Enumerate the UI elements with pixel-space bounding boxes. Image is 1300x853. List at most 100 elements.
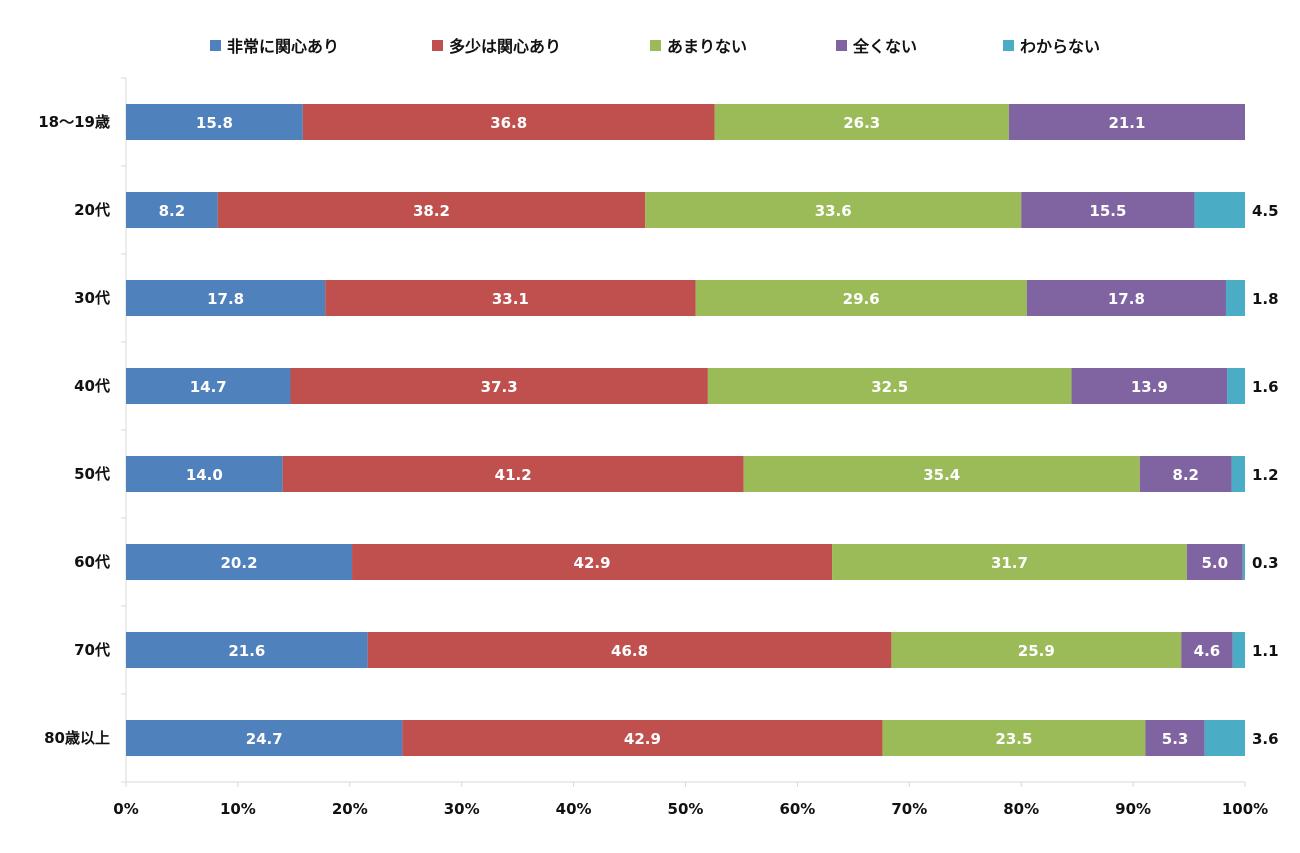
bar-segment — [1227, 368, 1245, 404]
bar-segment — [891, 632, 1182, 668]
legend-label-4: 全くない — [852, 37, 917, 56]
bar-segment — [126, 720, 403, 756]
data-label: 20.2 — [221, 554, 258, 572]
bar-segment — [126, 368, 291, 404]
legend-swatch-1 — [210, 40, 221, 51]
category-label: 30代 — [74, 289, 110, 307]
x-tick-label: 0% — [113, 800, 138, 818]
data-label: 23.5 — [995, 730, 1032, 748]
data-label: 37.3 — [481, 378, 518, 396]
data-label: 21.1 — [1108, 114, 1145, 132]
data-label: 1.8 — [1252, 290, 1279, 308]
bar-segment — [1204, 720, 1245, 756]
data-label: 1.2 — [1252, 466, 1279, 484]
bar-segment — [352, 544, 833, 580]
bar-segment — [1008, 104, 1245, 140]
data-label: 3.6 — [1252, 730, 1279, 748]
data-label: 29.6 — [843, 290, 880, 308]
data-label: 21.6 — [228, 642, 265, 660]
category-label: 18～19歳 — [38, 113, 110, 131]
bar-segment — [832, 544, 1187, 580]
data-label: 26.3 — [843, 114, 880, 132]
bar-segment — [126, 632, 368, 668]
data-label: 14.7 — [190, 378, 227, 396]
bar-segment — [1194, 192, 1245, 228]
bar-segment — [1225, 280, 1245, 316]
x-tick-label: 50% — [668, 800, 704, 818]
bar-segment — [1026, 280, 1226, 316]
data-label: 31.7 — [991, 554, 1028, 572]
bar-segment — [282, 456, 744, 492]
bar-segment — [402, 720, 883, 756]
category-label: 50代 — [74, 465, 110, 483]
category-label: 20代 — [74, 201, 110, 219]
bar-segment — [367, 632, 892, 668]
bar-segment — [645, 192, 1022, 228]
bar-segment — [1181, 632, 1233, 668]
bar-segment — [126, 280, 326, 316]
x-tick-label: 80% — [1003, 800, 1039, 818]
data-label: 35.4 — [923, 466, 960, 484]
bar-segment — [1186, 544, 1243, 580]
legend-label-2: 多少は関心あり — [449, 37, 561, 56]
data-label: 17.8 — [1108, 290, 1145, 308]
bar-segment — [325, 280, 696, 316]
bar-segment — [1232, 632, 1245, 668]
data-label: 33.1 — [492, 290, 529, 308]
axes: 0% 10% 20% 30% 40% 50% 60% 70% 80% 90% 100% — [113, 77, 1268, 818]
x-tick-label: 30% — [444, 800, 480, 818]
bars: 18～19歳 15.8 36.8 26.3 21.1 20代 8.2 38.2 33.6 15.5… — [38, 104, 1279, 756]
legend-swatch-4 — [836, 40, 847, 51]
data-label: 17.8 — [207, 290, 244, 308]
legend-label-5: わからない — [1020, 37, 1100, 56]
category-label: 40代 — [74, 377, 110, 395]
x-tick-label: 60% — [779, 800, 815, 818]
bar-segment — [695, 280, 1027, 316]
data-label: 36.8 — [490, 114, 527, 132]
x-tick-label: 70% — [891, 800, 927, 818]
data-label: 8.2 — [1172, 466, 1199, 484]
bar-segment — [1021, 192, 1195, 228]
category-label: 60代 — [74, 553, 110, 571]
data-label: 42.9 — [624, 730, 661, 748]
data-label: 24.7 — [246, 730, 283, 748]
bar-segment — [1139, 456, 1232, 492]
legend-label-1: 非常に関心あり — [227, 37, 339, 56]
data-label: 5.3 — [1162, 730, 1189, 748]
data-label: 38.2 — [413, 202, 450, 220]
bar-segment — [1071, 368, 1228, 404]
x-tick-label: 90% — [1115, 800, 1151, 818]
data-label: 33.6 — [815, 202, 852, 220]
x-tick-label: 40% — [556, 800, 592, 818]
bar-segment — [714, 104, 1009, 140]
legend: 非常に関心あり 多少は関心あり あまりない 全くない わからない — [210, 37, 1100, 56]
data-label: 14.0 — [186, 466, 223, 484]
data-label: 15.5 — [1089, 202, 1126, 220]
legend-label-3: あまりない — [667, 37, 747, 56]
bar-segment — [1145, 720, 1205, 756]
data-label: 1.6 — [1252, 378, 1279, 396]
bar-segment — [126, 544, 353, 580]
data-label: 46.8 — [611, 642, 648, 660]
data-label: 32.5 — [871, 378, 908, 396]
bar-segment — [126, 456, 283, 492]
bar-segment — [126, 192, 218, 228]
data-label: 15.8 — [196, 114, 233, 132]
data-label: 4.5 — [1252, 202, 1279, 220]
bar-segment — [290, 368, 708, 404]
data-label: 5.0 — [1201, 554, 1228, 572]
x-tick-label: 20% — [332, 800, 368, 818]
data-label: 4.6 — [1194, 642, 1221, 660]
data-label: 42.9 — [574, 554, 611, 572]
data-label: 1.1 — [1252, 642, 1279, 660]
bar-segment — [707, 368, 1072, 404]
legend-swatch-2 — [432, 40, 443, 51]
bar-segment — [743, 456, 1140, 492]
data-label: 13.9 — [1131, 378, 1168, 396]
legend-swatch-3 — [650, 40, 661, 51]
data-label: 41.2 — [495, 466, 532, 484]
bar-segment — [217, 192, 646, 228]
x-tick-label: 100% — [1222, 800, 1268, 818]
x-tick-label: 10% — [220, 800, 256, 818]
